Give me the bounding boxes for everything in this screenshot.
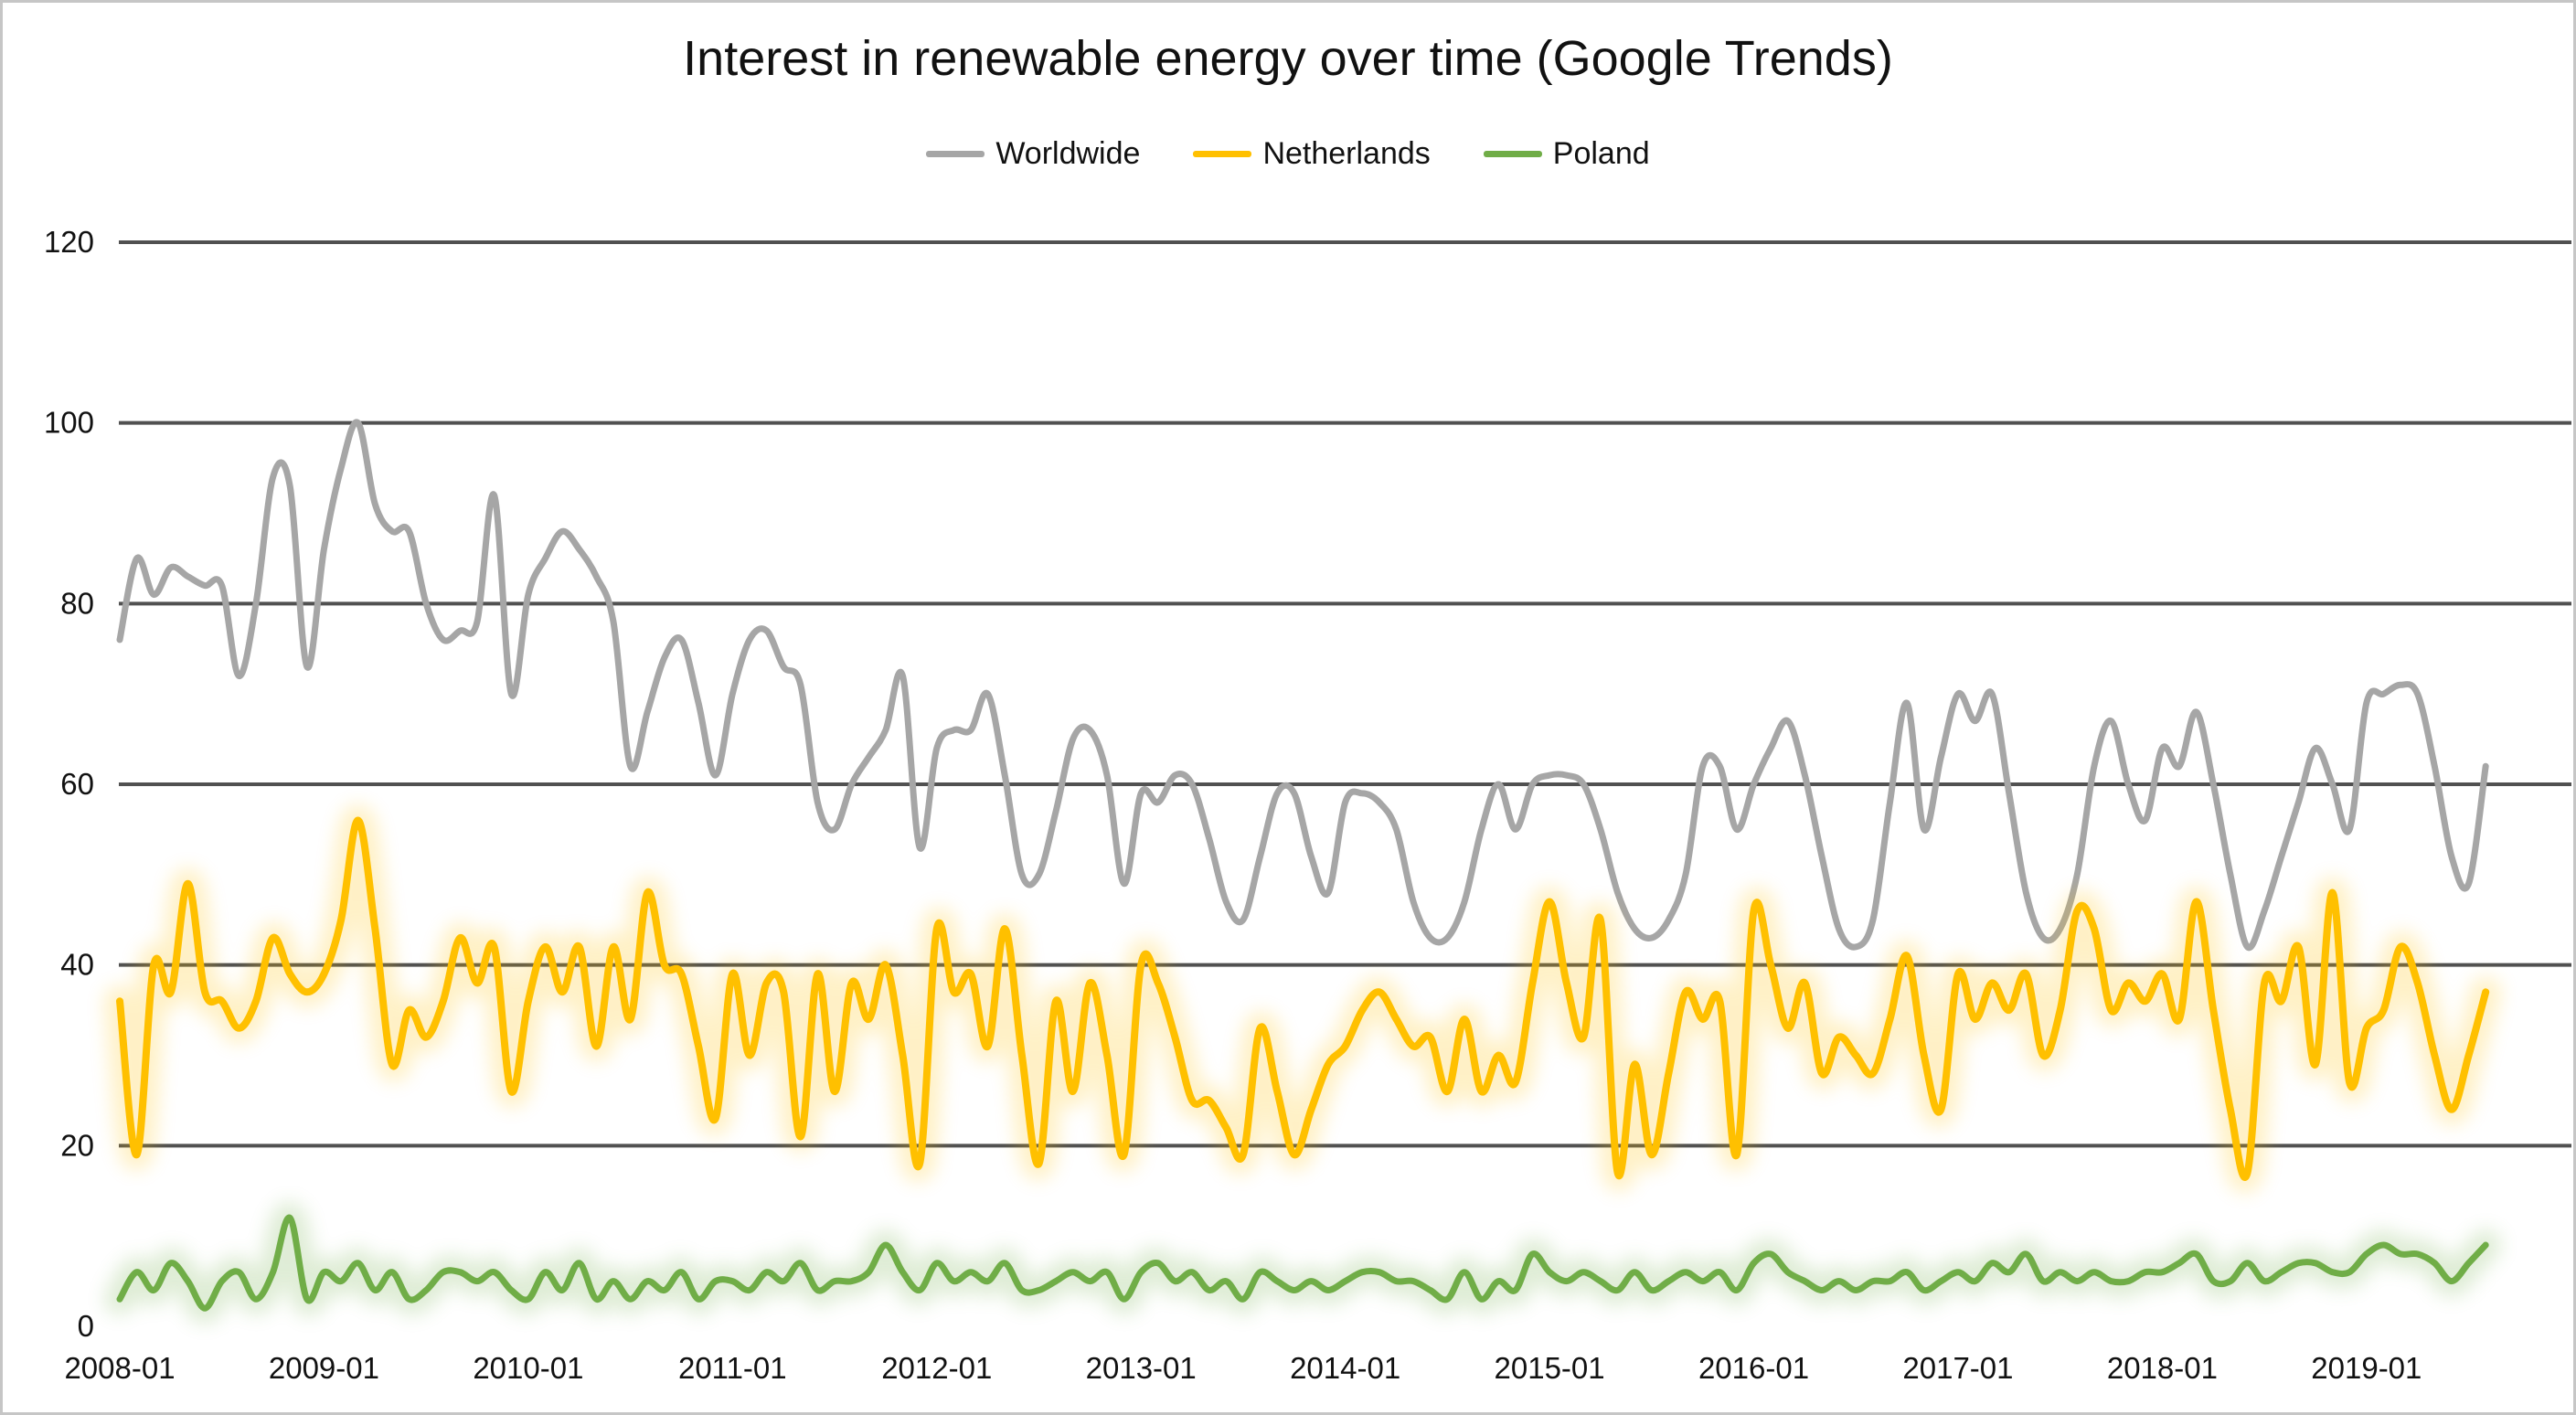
x-axis-label-2009-01: 2009-01	[269, 1351, 379, 1385]
legend-label-netherlands: Netherlands	[1262, 136, 1431, 171]
x-axis-label-2011-01: 2011-01	[678, 1351, 787, 1385]
x-axis-label-2017-01: 2017-01	[1902, 1351, 2013, 1385]
x-axis-label-2014-01: 2014-01	[1290, 1351, 1400, 1385]
chart-title: Interest in renewable energy over time (…	[683, 31, 1893, 86]
y-axis-label-40: 40	[60, 948, 94, 982]
legend-swatch-worldwide	[926, 151, 985, 157]
series-poland-glow	[104, 1202, 2502, 1325]
legend: Worldwide Netherlands Poland	[3, 136, 2573, 172]
line-chart: 0 20 40 60 80 100 120 2008-01 2009-01 2010-01 2011…	[44, 225, 2571, 1385]
legend-swatch-netherlands	[1193, 151, 1252, 157]
y-axis-label-100: 100	[44, 406, 94, 440]
legend-item-worldwide: Worldwide	[926, 136, 1140, 172]
x-axis-label-2010-01: 2010-01	[473, 1351, 583, 1385]
y-axis-label-20: 20	[60, 1128, 94, 1162]
legend-label-worldwide: Worldwide	[995, 136, 1141, 171]
legend-swatch-poland	[1483, 151, 1542, 157]
y-axis-label-120: 120	[44, 225, 94, 259]
x-axis-label-2018-01: 2018-01	[2107, 1351, 2218, 1385]
x-axis-label-2015-01: 2015-01	[1495, 1351, 1605, 1385]
x-axis-label-2013-01: 2013-01	[1086, 1351, 1197, 1385]
series-poland-line	[116, 1214, 2489, 1312]
legend-label-poland: Poland	[1552, 136, 1650, 171]
x-axis-label-2008-01: 2008-01	[64, 1351, 175, 1385]
series-netherlands-glow	[104, 804, 2502, 1193]
y-axis-label-60: 60	[60, 767, 94, 801]
y-axis-label-0: 0	[78, 1309, 94, 1343]
legend-item-poland: Poland	[1483, 136, 1650, 172]
series-worldwide-line	[116, 419, 2489, 952]
x-axis-label-2016-01: 2016-01	[1698, 1351, 1809, 1385]
x-axis-label-2019-01: 2019-01	[2311, 1351, 2422, 1385]
y-axis-label-80: 80	[60, 586, 94, 620]
x-axis-label-2012-01: 2012-01	[881, 1351, 992, 1385]
legend-item-netherlands: Netherlands	[1193, 136, 1431, 172]
series-netherlands-line	[116, 816, 2490, 1181]
